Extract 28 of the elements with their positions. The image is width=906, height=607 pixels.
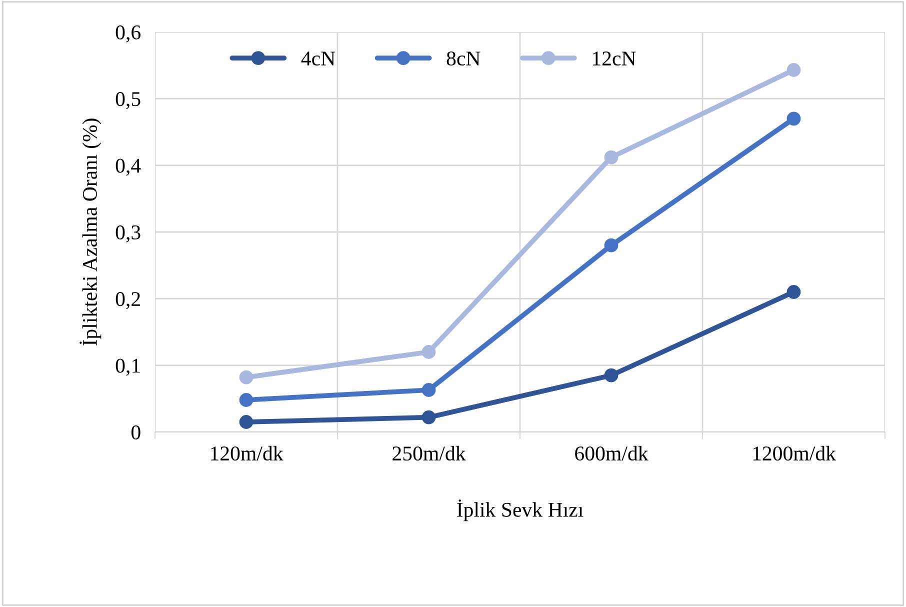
point [239,370,254,384]
point [422,383,436,397]
y-axis-title: İplikteki Azalma Oranı (%) [80,118,102,346]
y-tick-label: 0,4 [116,158,141,176]
y-tick-label: 0,6 [116,25,140,42]
point [422,345,436,359]
x-axis-title: İplik Sevk Hızı [457,500,584,522]
x-tick-label: 1200m/dk [753,446,836,461]
legend-label: 8cN [446,51,480,66]
point [786,112,801,126]
x-tick-label: 120m/dk [211,446,284,461]
y-tick-label: 0,1 [116,358,140,376]
point [239,393,254,407]
y-tick-label: 0,2 [116,292,140,310]
point [422,410,436,424]
point [239,415,254,429]
y-tick-label: 0,3 [116,225,140,242]
point [604,368,618,382]
point [786,63,801,77]
y-tick-label: 0 [131,425,140,440]
y-tick-label: 0,5 [116,92,140,110]
legend-label: 4cN [301,52,336,66]
legend-label: 12cN [592,52,636,66]
point [604,238,618,252]
x-tick-label: 250m/dk [392,446,466,461]
x-tick-label: 600m/dk [575,446,648,461]
point [604,150,618,164]
point [786,285,801,299]
